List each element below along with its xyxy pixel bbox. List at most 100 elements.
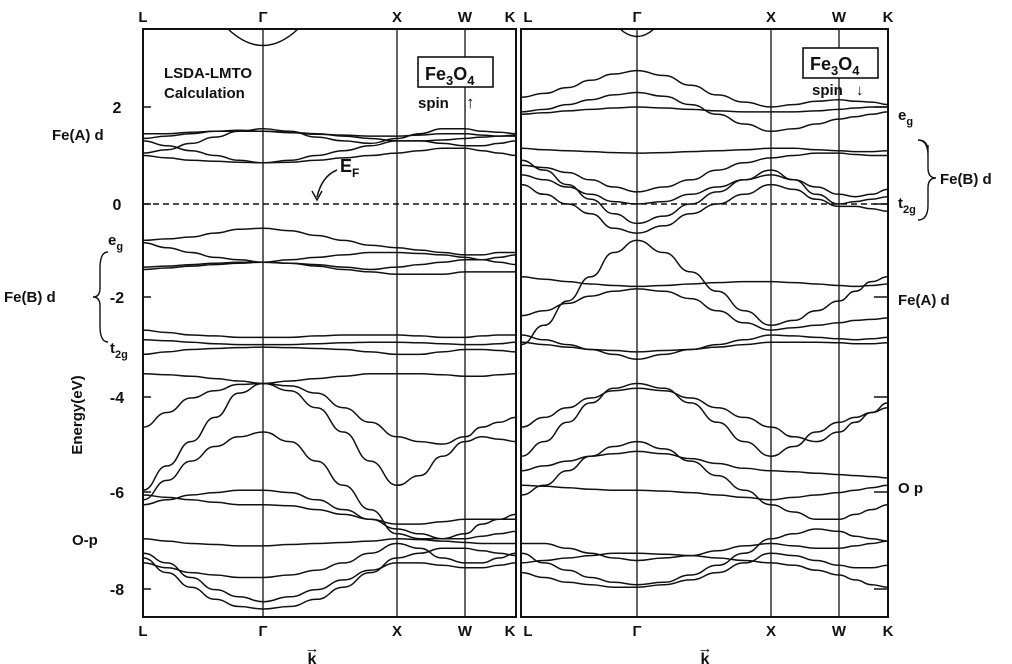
ytick-label: 2 (113, 100, 122, 117)
band-line (520, 69, 889, 108)
spin-label-right: spin (812, 82, 843, 99)
bottom-label-l: L (138, 623, 147, 640)
right-gamma-arc (619, 28, 655, 38)
feb-brace-right (917, 139, 937, 221)
right-panel: L Γ X W K L Γ X W K → k Fe3O4 spin ↓ eg … (520, 9, 992, 664)
band-line (520, 288, 889, 331)
feb-label-right: Fe(B) d (940, 171, 992, 188)
band-line (142, 339, 517, 346)
band-line (520, 276, 889, 288)
band-line (142, 128, 517, 154)
formula-right: Fe3O4 (810, 54, 860, 78)
fermi-label: EF (340, 156, 359, 180)
feb-label-left: Fe(B) d (4, 289, 56, 306)
band-line (520, 147, 889, 154)
k-axis-label: k (308, 651, 317, 664)
band-line (142, 147, 517, 164)
band-line (142, 494, 517, 540)
ytick-label: -6 (110, 485, 124, 502)
band-line (142, 259, 517, 271)
right-panel-frame (520, 28, 889, 618)
top-label-x: X (766, 9, 776, 26)
k-arrow: → (698, 640, 713, 657)
eg-label-left: eg (108, 232, 123, 253)
op-label-left: O-p (72, 532, 98, 549)
band-line (142, 542, 517, 579)
band-line (520, 159, 889, 225)
band-line (142, 140, 517, 164)
bottom-label-x: X (766, 623, 776, 640)
band-line (520, 106, 888, 116)
band-line (142, 431, 517, 540)
top-label-gamma: Γ (632, 9, 641, 26)
band-line (142, 346, 517, 356)
band-line (520, 440, 889, 521)
band-line (142, 329, 516, 339)
top-label-k: K (883, 9, 894, 26)
spin-up-arrow: ↑ (466, 93, 475, 112)
t2g-label-left: t2g (110, 340, 128, 361)
top-label-gamma: Γ (258, 9, 267, 26)
band-line (142, 552, 517, 603)
top-label-w: W (832, 9, 847, 26)
t2g-label-right: t2g (898, 195, 916, 216)
band-line (142, 547, 517, 610)
formula-left: Fe3O4 (425, 64, 475, 88)
band-line (520, 341, 889, 353)
bottom-label-w: W (832, 623, 847, 640)
ytick-label: -8 (110, 582, 124, 599)
band-line (142, 242, 517, 263)
band-line (142, 261, 516, 276)
formula-box-right (802, 47, 879, 79)
fermi-pointer-head (311, 190, 323, 202)
k-axis-label: k (701, 651, 710, 664)
formula-box-left (417, 56, 494, 88)
left-gamma-arc (227, 28, 299, 47)
k-arrow: → (305, 640, 320, 657)
band-line (142, 373, 517, 385)
band-line (142, 227, 516, 256)
left-band-lines (142, 128, 517, 610)
left-panel-frame (142, 28, 517, 618)
band-line (520, 174, 889, 205)
band-line (142, 537, 516, 547)
bottom-label-k: K (505, 623, 516, 640)
band-line (143, 130, 517, 142)
band-line (520, 450, 889, 479)
band-line (520, 152, 888, 193)
calc-title-line2: Calculation (164, 85, 245, 102)
band-line (520, 552, 889, 588)
top-label-l: L (523, 9, 532, 26)
ytick-label: -2 (110, 290, 124, 307)
spin-down-arrow: ↓ (856, 82, 864, 99)
band-line (520, 552, 889, 588)
band-line (520, 382, 889, 457)
bottom-label-gamma: Γ (258, 623, 267, 640)
bottom-label-gamma: Γ (632, 623, 641, 640)
spin-label-left: spin (418, 95, 449, 112)
left-panel: 2 0 -2 -4 -6 -8 L Γ X W K L Γ X W K → k … (4, 9, 517, 664)
y-axis-label: Energy(eV) (69, 375, 86, 454)
band-line (142, 489, 516, 525)
bottom-label-w: W (458, 623, 473, 640)
ytick-label: -4 (110, 390, 124, 407)
bottom-label-l: L (523, 623, 532, 640)
right-band-lines (520, 69, 889, 588)
band-line (142, 382, 517, 445)
band-line (520, 387, 889, 443)
band-line (520, 183, 889, 234)
top-label-x: X (392, 9, 402, 26)
calc-title-line1: LSDA-LMTO (164, 65, 252, 82)
fea-label-right: Fe(A) d (898, 292, 950, 309)
fea-label-left: Fe(A) d (52, 127, 104, 144)
band-line (520, 484, 889, 501)
band-line (142, 382, 517, 491)
band-line (520, 239, 889, 346)
feb-brace-left (92, 251, 109, 343)
top-label-k: K (505, 9, 516, 26)
band-line (520, 528, 889, 586)
ytick-label: 0 (113, 197, 122, 214)
bottom-label-x: X (392, 623, 402, 640)
op-label-right: O p (898, 480, 923, 497)
